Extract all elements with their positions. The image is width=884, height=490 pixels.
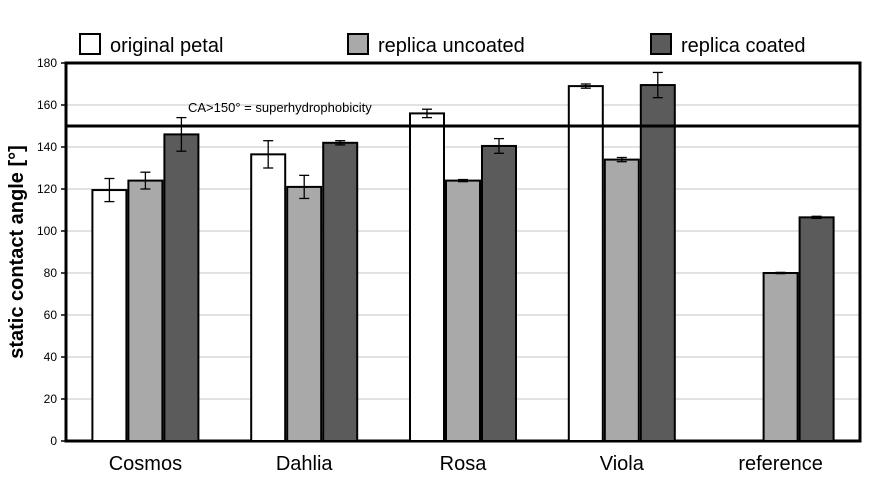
legend-label: replica coated — [681, 35, 806, 57]
x-tick-label: Dahlia — [276, 453, 334, 475]
legend: original petal replica uncoated replica co… — [79, 33, 806, 57]
legend-label: replica uncoated — [378, 35, 525, 57]
bar — [762, 272, 799, 442]
x-tick-label: Viola — [600, 453, 645, 475]
y-axis: 0 20 40 60 80 100 120 140 160 180 — [37, 56, 66, 448]
y-tick-label: 140 — [37, 140, 57, 154]
bar — [91, 189, 128, 442]
y-tick-label: 100 — [37, 224, 57, 238]
bar — [567, 85, 604, 442]
legend-swatch — [347, 33, 369, 55]
bar — [639, 84, 676, 443]
x-tick-label: Cosmos — [109, 453, 182, 475]
bar — [250, 153, 287, 442]
bar — [798, 216, 835, 442]
x-tick-label: reference — [738, 453, 823, 475]
bar — [322, 141, 359, 443]
bar — [163, 133, 200, 442]
bar — [127, 179, 164, 442]
x-axis: Cosmos Dahlia Rosa Viola reference — [109, 453, 823, 475]
y-tick-label: 40 — [44, 350, 58, 364]
y-tick-label: 20 — [44, 392, 58, 406]
y-tick-label: 60 — [44, 308, 58, 322]
bar — [286, 185, 323, 442]
legend-label: original petal — [110, 35, 223, 57]
y-tick-label: 80 — [44, 266, 58, 280]
legend-swatch — [650, 33, 672, 55]
y-axis-label: static contact angle [°] — [6, 145, 28, 359]
y-tick-label: 0 — [50, 434, 57, 448]
bar — [445, 179, 481, 442]
threshold-label: CA>150° = superhydrophobicity — [188, 100, 372, 115]
legend-swatch — [79, 33, 101, 55]
y-tick-label: 160 — [37, 98, 57, 112]
bars — [91, 71, 835, 443]
y-tick-label: 120 — [37, 182, 57, 196]
bar — [409, 112, 445, 443]
x-tick-label: Rosa — [440, 453, 488, 475]
bar — [603, 158, 640, 442]
y-tick-label: 180 — [37, 56, 57, 70]
bar — [481, 144, 517, 442]
